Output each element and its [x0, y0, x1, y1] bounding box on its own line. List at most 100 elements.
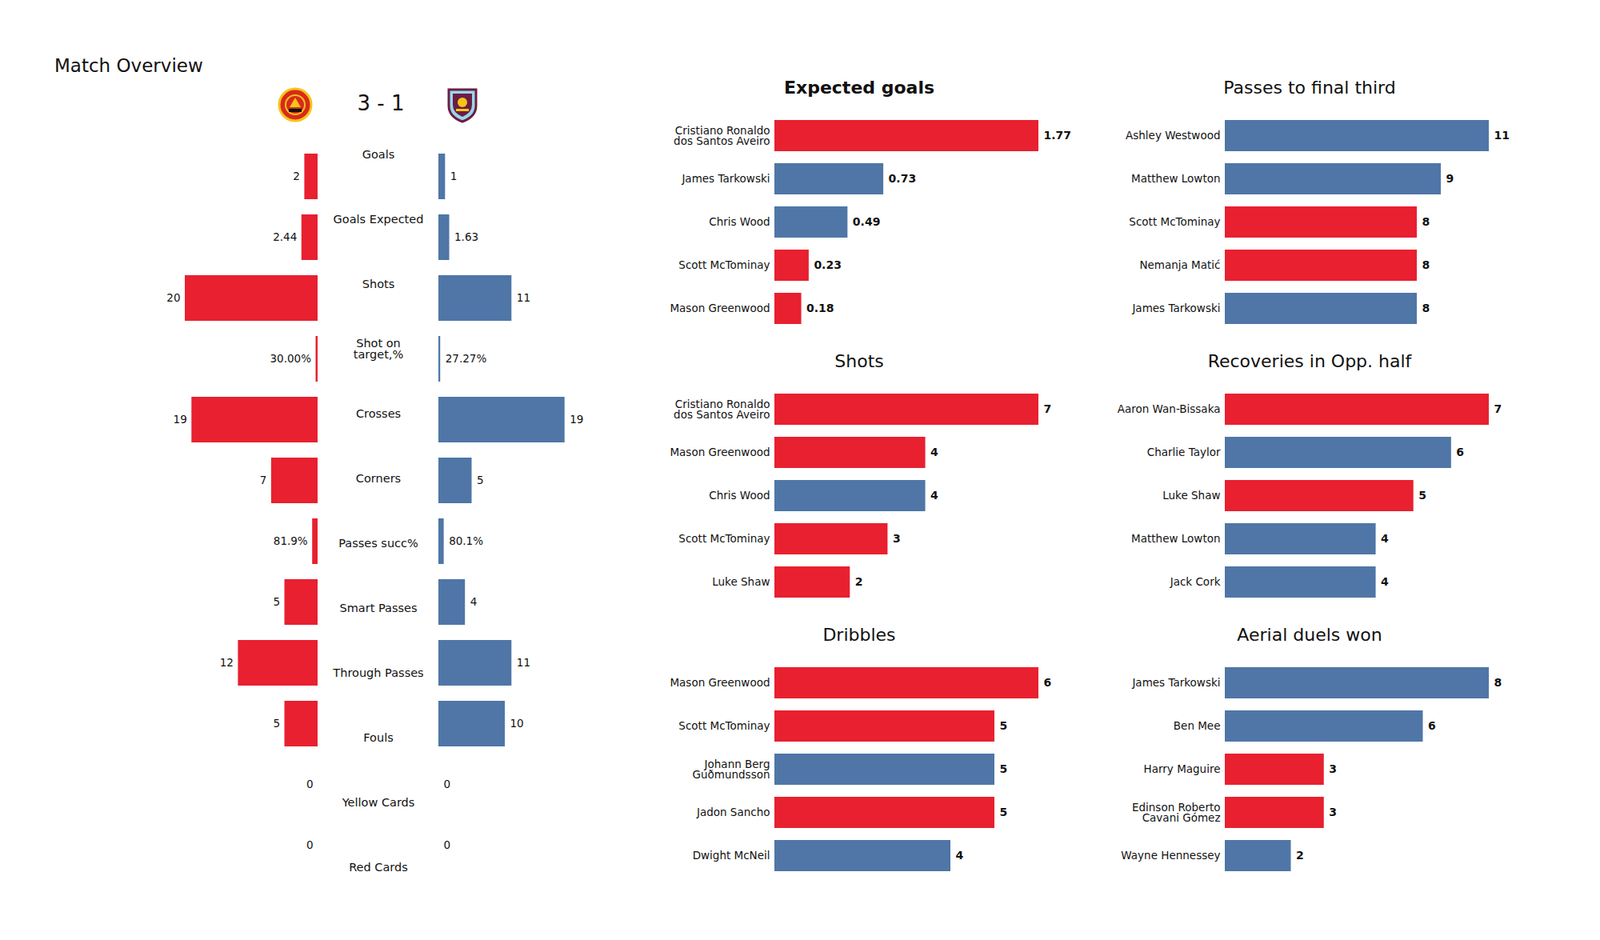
- svg-text:20: 20: [166, 291, 180, 304]
- svg-text:Chris Wood: Chris Wood: [708, 215, 770, 228]
- svg-text:Matthew Lowton: Matthew Lowton: [1131, 532, 1220, 545]
- svg-text:Ben Mee: Ben Mee: [1173, 719, 1221, 732]
- svg-text:Nemanja Matić: Nemanja Matić: [1139, 258, 1220, 272]
- svg-text:Jadon Sancho: Jadon Sancho: [696, 805, 771, 819]
- svg-text:Fouls: Fouls: [363, 731, 393, 744]
- svg-text:Passes succ%: Passes succ%: [338, 536, 419, 550]
- svg-text:Cristiano Ronaldodos Santos Av: Cristiano Ronaldodos Santos Aveiro: [673, 124, 770, 148]
- svg-text:Scott McTominay: Scott McTominay: [678, 258, 770, 272]
- svg-text:Cristiano Ronaldodos Santos Av: Cristiano Ronaldodos Santos Aveiro: [673, 397, 770, 422]
- svg-text:4: 4: [1380, 532, 1389, 545]
- svg-text:7: 7: [1044, 402, 1052, 416]
- svg-text:Wayne Hennessey: Wayne Hennessey: [1120, 848, 1220, 862]
- svg-text:Harry Maguire: Harry Maguire: [1144, 762, 1221, 776]
- svg-text:19: 19: [173, 412, 188, 426]
- svg-text:1: 1: [450, 169, 458, 183]
- svg-text:Shots: Shots: [362, 277, 396, 291]
- svg-text:2: 2: [1296, 848, 1304, 862]
- svg-text:Charlie Taylor: Charlie Taylor: [1147, 445, 1221, 459]
- svg-text:Red Cards: Red Cards: [348, 860, 408, 874]
- svg-text:10: 10: [510, 716, 524, 730]
- svg-text:4: 4: [956, 848, 964, 862]
- svg-text:3: 3: [1328, 762, 1337, 776]
- svg-text:0.73: 0.73: [888, 172, 917, 185]
- svg-text:27.27%: 27.27%: [445, 352, 488, 365]
- svg-text:Goals Expected: Goals Expected: [333, 212, 424, 226]
- svg-text:0: 0: [444, 838, 452, 852]
- svg-text:Smart Passes: Smart Passes: [339, 601, 417, 615]
- svg-text:Scott McTominay: Scott McTominay: [1128, 215, 1220, 228]
- svg-text:8: 8: [1494, 676, 1503, 689]
- svg-text:Chris Wood: Chris Wood: [708, 488, 770, 502]
- svg-text:Luke Shaw: Luke Shaw: [712, 575, 770, 588]
- html-text:Shots: Shots: [834, 351, 884, 372]
- svg-text:5: 5: [272, 595, 280, 608]
- svg-text:11: 11: [516, 656, 531, 669]
- svg-text:Edinson RobertoCavani Gómez: Edinson RobertoCavani Gómez: [1132, 800, 1221, 825]
- svg-text:Yellow Cards: Yellow Cards: [341, 796, 416, 809]
- svg-text:Matthew Lowton: Matthew Lowton: [1131, 172, 1220, 185]
- svg-text:8: 8: [1422, 215, 1431, 228]
- svg-text:0: 0: [306, 777, 314, 791]
- svg-text:Shot ontarget,%: Shot ontarget,%: [353, 336, 404, 362]
- svg-text:Scott McTominay: Scott McTominay: [678, 532, 770, 545]
- svg-text:12: 12: [220, 656, 234, 669]
- svg-text:4: 4: [930, 488, 939, 502]
- html-text:3 - 1: 3 - 1: [357, 91, 405, 116]
- svg-text:5: 5: [1418, 488, 1427, 502]
- svg-text:James Tarkowski: James Tarkowski: [1131, 301, 1220, 315]
- svg-text:5: 5: [1000, 762, 1008, 776]
- svg-text:11: 11: [1494, 128, 1510, 142]
- svg-text:3: 3: [1328, 805, 1337, 819]
- svg-text:Luke Shaw: Luke Shaw: [1162, 488, 1220, 502]
- svg-text:6: 6: [1044, 676, 1052, 689]
- svg-text:4: 4: [470, 595, 478, 608]
- svg-text:81.9%: 81.9%: [273, 534, 308, 548]
- svg-text:Jack Cork: Jack Cork: [1169, 575, 1221, 588]
- svg-text:2: 2: [292, 169, 300, 183]
- svg-text:Johann BergGuðmundsson: Johann BergGuðmundsson: [692, 757, 771, 782]
- svg-text:0.18: 0.18: [806, 301, 835, 315]
- svg-text:Mason Greenwood: Mason Greenwood: [669, 301, 770, 315]
- svg-text:Crosses: Crosses: [356, 407, 401, 420]
- svg-text:1.77: 1.77: [1044, 128, 1072, 142]
- svg-text:6: 6: [1428, 719, 1436, 732]
- svg-text:1.63: 1.63: [454, 230, 479, 244]
- svg-text:5: 5: [1000, 805, 1008, 819]
- svg-text:0: 0: [306, 838, 314, 852]
- svg-text:James Tarkowski: James Tarkowski: [680, 172, 770, 185]
- svg-text:0.49: 0.49: [852, 215, 881, 228]
- svg-text:3: 3: [892, 532, 901, 545]
- svg-text:Through Passes: Through Passes: [332, 666, 424, 680]
- svg-text:James Tarkowski: James Tarkowski: [1131, 676, 1220, 689]
- svg-text:8: 8: [1422, 258, 1431, 272]
- html-text:Match Overview: Match Overview: [54, 55, 204, 76]
- svg-text:9: 9: [1446, 172, 1455, 185]
- svg-text:2.44: 2.44: [272, 230, 297, 244]
- svg-text:4: 4: [930, 445, 939, 459]
- html-text:Expected goals: Expected goals: [783, 77, 935, 98]
- svg-text:30.00%: 30.00%: [270, 352, 312, 365]
- svg-text:2: 2: [855, 575, 864, 588]
- svg-text:7: 7: [1494, 402, 1503, 416]
- svg-text:Mason Greenwood: Mason Greenwood: [669, 445, 770, 459]
- svg-text:80.1%: 80.1%: [448, 534, 484, 548]
- svg-text:4: 4: [1380, 575, 1389, 588]
- svg-text:5: 5: [1000, 719, 1008, 732]
- svg-text:Ashley Westwood: Ashley Westwood: [1125, 128, 1220, 142]
- svg-text:0: 0: [444, 777, 452, 791]
- svg-text:0.23: 0.23: [813, 258, 842, 272]
- svg-text:Scott McTominay: Scott McTominay: [678, 719, 770, 732]
- svg-text:Corners: Corners: [356, 472, 401, 485]
- svg-text:Aaron Wan-Bissaka: Aaron Wan-Bissaka: [1117, 402, 1221, 416]
- svg-text:Dwight McNeil: Dwight McNeil: [692, 848, 771, 862]
- svg-text:5: 5: [272, 716, 280, 730]
- svg-text:7: 7: [260, 473, 268, 487]
- svg-text:Mason Greenwood: Mason Greenwood: [669, 676, 770, 689]
- svg-text:19: 19: [569, 412, 584, 426]
- svg-text:5: 5: [476, 473, 484, 487]
- svg-text:8: 8: [1422, 301, 1431, 315]
- svg-text:11: 11: [516, 291, 531, 304]
- svg-text:Goals: Goals: [362, 148, 396, 161]
- svg-text:6: 6: [1456, 445, 1464, 459]
